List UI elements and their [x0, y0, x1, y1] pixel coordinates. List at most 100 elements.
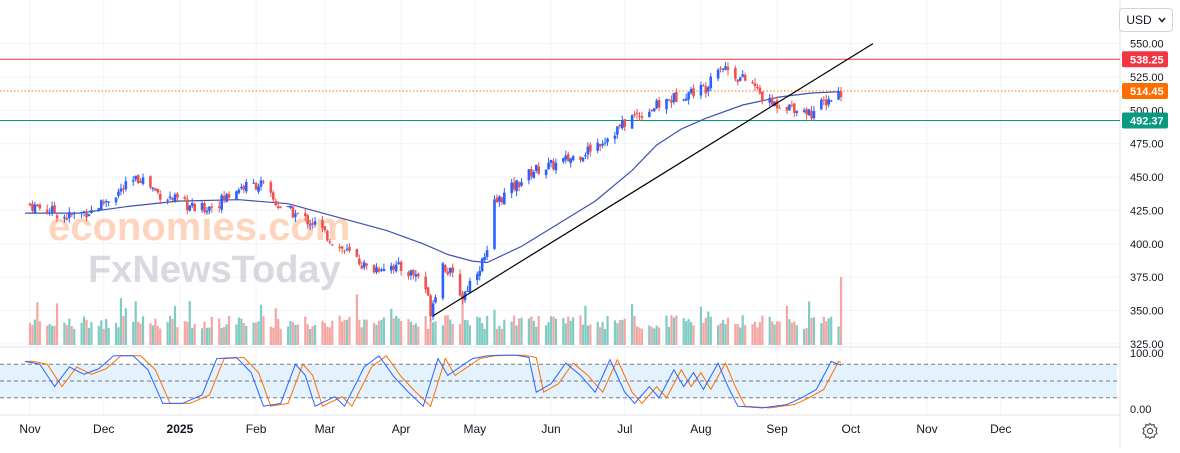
- volume-bar: [294, 324, 297, 345]
- volume-bar: [572, 317, 575, 345]
- candle-body: [670, 100, 673, 103]
- candle-body: [719, 68, 722, 70]
- candle-body: [107, 201, 110, 203]
- volume-bar: [530, 316, 533, 345]
- stochastic-tick-label: 0.00: [1130, 404, 1151, 416]
- volume-bar: [515, 325, 518, 345]
- trendline[interactable]: [432, 43, 874, 317]
- volume-bar: [193, 324, 196, 345]
- candle-body: [252, 182, 255, 184]
- candle-body: [313, 221, 317, 225]
- candle-body: [28, 203, 32, 206]
- stochastic-band: [0, 364, 1117, 398]
- candle-body: [279, 206, 282, 208]
- volume-bar: [141, 316, 145, 345]
- candle-body: [689, 88, 693, 94]
- candle-body: [724, 66, 727, 70]
- volume-bar: [549, 316, 553, 345]
- price-tick-label: 450.00: [1130, 172, 1164, 184]
- candle-body: [537, 166, 541, 174]
- volume-bar: [223, 326, 226, 345]
- volume-bar: [227, 315, 231, 345]
- candle-body: [308, 224, 312, 226]
- time-tick-label: 2025: [167, 422, 194, 436]
- candle-body: [326, 230, 329, 241]
- volume-bar: [687, 319, 690, 345]
- time-axis[interactable]: Nov Dec 2025 Feb Mar Apr May Jun Jul Aug Sep Oct Nov…: [19, 422, 1011, 436]
- volume-bar: [726, 317, 730, 345]
- candle-body: [124, 181, 128, 190]
- candle-body: [262, 181, 265, 183]
- volume-bar: [734, 323, 737, 345]
- candle-body: [193, 203, 196, 212]
- candle-body: [274, 201, 278, 206]
- candle-body: [684, 98, 688, 101]
- chevron-down-icon: [1158, 17, 1166, 23]
- candle-body: [753, 83, 757, 87]
- candle-body: [512, 182, 516, 190]
- time-tick-label: Dec: [93, 422, 114, 436]
- volume-bar: [481, 323, 484, 345]
- volume-bar: [517, 318, 521, 345]
- candle-body: [431, 303, 435, 318]
- price-axis[interactable]: 550.00525.00500.00475.00450.00425.00400.…: [1122, 39, 1168, 416]
- volume-bar: [503, 319, 506, 345]
- candle-body: [82, 211, 86, 213]
- grid-lines: [0, 0, 1121, 448]
- uptrend-line[interactable]: [432, 43, 874, 317]
- volume-bar: [188, 301, 191, 345]
- candle-body: [721, 68, 725, 70]
- volume-bar: [259, 304, 263, 345]
- volume-bar: [685, 320, 688, 345]
- candle-body: [365, 263, 368, 266]
- volume-bar: [87, 327, 91, 345]
- time-tick-label: May: [463, 422, 486, 436]
- volume-bar: [235, 324, 238, 345]
- candle-body: [185, 199, 189, 211]
- volume-bar: [31, 325, 34, 345]
- volume-bar: [407, 319, 410, 345]
- candle-body: [321, 219, 324, 229]
- volume-bar: [272, 327, 275, 345]
- stochastic-pane[interactable]: [0, 354, 1117, 409]
- candle-body: [480, 258, 484, 272]
- volume-bar: [446, 315, 449, 345]
- candle-body: [630, 115, 634, 129]
- volume-bar: [341, 321, 344, 345]
- candle-body: [675, 91, 678, 102]
- candle-body: [131, 180, 135, 182]
- volume-bar: [397, 318, 400, 345]
- candle-body: [176, 193, 179, 198]
- volume-bar: [667, 326, 671, 345]
- volume-bar: [345, 319, 349, 345]
- candle-body: [827, 99, 831, 105]
- candle-body: [348, 247, 351, 251]
- volume-bar: [186, 321, 189, 345]
- watermark-fxnewstoday: FxNewsToday: [88, 249, 341, 291]
- currency-selector[interactable]: USD: [1119, 8, 1173, 32]
- volume-bar: [682, 318, 685, 345]
- candle-body: [655, 100, 658, 109]
- volume-bar: [429, 318, 432, 345]
- candle-body: [254, 183, 258, 190]
- volume-bar: [311, 326, 314, 345]
- volume-bar: [380, 319, 383, 345]
- candle-body: [620, 119, 624, 129]
- candle-body: [633, 114, 636, 116]
- volume-bar: [544, 325, 548, 345]
- volume-bar: [483, 328, 486, 345]
- volume-bar: [304, 316, 307, 345]
- candle-body: [156, 189, 160, 193]
- candle-body: [500, 197, 504, 203]
- volume-bar: [70, 325, 73, 345]
- candle-body: [743, 74, 747, 81]
- volume-bar: [117, 327, 120, 345]
- volume-bar: [658, 327, 661, 345]
- candle-body: [168, 196, 172, 199]
- volume-bar: [51, 325, 54, 345]
- candle-body: [114, 197, 118, 203]
- chart-settings-button[interactable]: [1139, 420, 1161, 442]
- volume-bar: [547, 322, 550, 345]
